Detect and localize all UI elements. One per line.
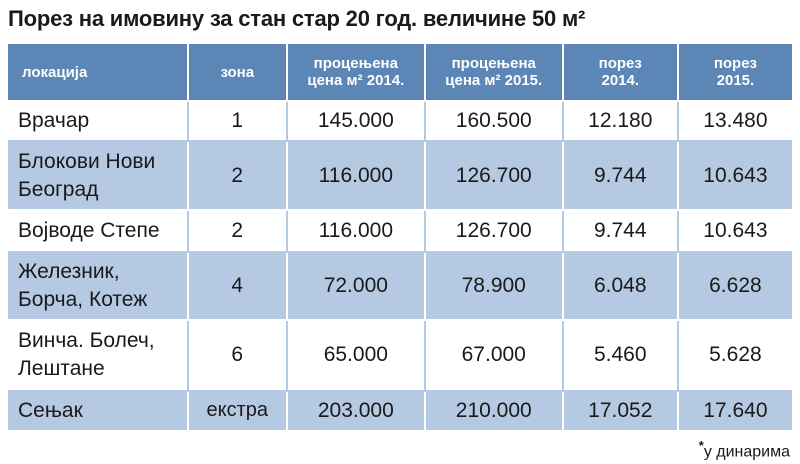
cell-zona: 1 — [188, 102, 288, 143]
cell-text-line2: Београд — [18, 177, 99, 201]
cell-text-line2: Борча, Котеж — [18, 288, 148, 312]
cell-cena-2015: 78.900 — [425, 253, 564, 322]
cell-cena-2014: 116.000 — [287, 142, 426, 211]
cell-lokacija: Врачар — [8, 102, 189, 143]
cell-cena-2015: 67.000 — [425, 321, 564, 392]
header-label-line2: цена м² 2015. — [445, 72, 543, 89]
header-label: процењена — [313, 55, 398, 72]
table-header: локација зона процењена цена м² 2014. пр… — [8, 44, 792, 102]
cell-cena-2015: 126.700 — [425, 210, 564, 254]
cell-cena-2014: 72.000 — [287, 253, 426, 322]
footnote-star: * — [698, 438, 704, 453]
header-label: порез — [713, 55, 757, 72]
header-label: локација — [22, 63, 88, 81]
cell-porez-2015: 13.480 — [678, 102, 792, 143]
cell-lokacija: Војводе Степе — [8, 210, 189, 254]
cell-lokacija: Сењак — [8, 391, 189, 432]
header-label-line2: 2014. — [601, 72, 640, 89]
tax-table: локација зона процењена цена м² 2014. пр… — [8, 44, 792, 432]
footnote-text: у динарима — [703, 443, 790, 461]
cell-cena-2014: 203.000 — [287, 391, 426, 432]
header-label: порез — [598, 55, 642, 72]
cell-lokacija: Блокови Нови Београд — [8, 142, 189, 211]
cell-porez-2014: 12.180 — [563, 102, 679, 143]
column-header-cena-2015: процењена цена м² 2015. — [425, 44, 564, 102]
column-header-porez-2015: порез 2015. — [678, 44, 792, 102]
table-row: Блокови Нови Београд 2 116.000 126.700 9.… — [8, 142, 792, 211]
table-row: Војводе Степе 2 116.000 126.700 9.744 10… — [8, 210, 792, 254]
header-label-line2: цена м² 2014. — [307, 72, 405, 89]
header-label: процењена — [451, 55, 536, 72]
cell-porez-2014: 17.052 — [563, 391, 679, 432]
header-label-line2: 2015. — [716, 72, 755, 89]
cell-porez-2014: 9.744 — [563, 210, 679, 254]
cell-porez-2015: 5.628 — [678, 321, 792, 392]
cell-porez-2015: 6.628 — [678, 253, 792, 322]
cell-text: Врачар — [18, 109, 90, 133]
table-body: Врачар 1 145.000 160.500 12.180 13.480 Б… — [8, 102, 792, 432]
cell-text: Железник, — [18, 260, 120, 284]
cell-porez-2014: 9.744 — [563, 142, 679, 211]
table-row: Сењак екстра 203.000 210.000 17.052 17.6… — [8, 391, 792, 432]
header-label: зона — [220, 63, 255, 81]
cell-text: Винча. Болеч, — [18, 329, 155, 353]
cell-cena-2014: 65.000 — [287, 321, 426, 392]
cell-text: Војводе Степе — [18, 218, 160, 242]
currency-note: *у динарима — [699, 438, 790, 461]
cell-porez-2014: 5.460 — [563, 321, 679, 392]
cell-porez-2014: 6.048 — [563, 253, 679, 322]
cell-text: Блокови Нови — [18, 149, 156, 173]
cell-zona: 4 — [188, 253, 288, 322]
header-row: локација зона процењена цена м² 2014. пр… — [8, 44, 792, 102]
cell-cena-2015: 126.700 — [425, 142, 564, 211]
column-header-porez-2014: порез 2014. — [563, 44, 679, 102]
cell-cena-2014: 145.000 — [287, 102, 426, 143]
cell-porez-2015: 17.640 — [678, 391, 792, 432]
cell-text-line2: Лештане — [18, 357, 105, 381]
column-header-lokacija: локација — [8, 44, 189, 102]
cell-text: Сењак — [18, 398, 83, 422]
cell-zona: екстра — [188, 391, 288, 432]
cell-cena-2014: 116.000 — [287, 210, 426, 254]
column-header-zona: зона — [188, 44, 288, 102]
cell-cena-2015: 210.000 — [425, 391, 564, 432]
cell-cena-2015: 160.500 — [425, 102, 564, 143]
cell-lokacija: Железник, Борча, Котеж — [8, 253, 189, 322]
table-row: Врачар 1 145.000 160.500 12.180 13.480 — [8, 102, 792, 143]
table-row: Винча. Болеч, Лештане 6 65.000 67.000 5.4… — [8, 321, 792, 392]
column-header-cena-2014: процењена цена м² 2014. — [287, 44, 426, 102]
cell-porez-2015: 10.643 — [678, 142, 792, 211]
cell-zona: 2 — [188, 210, 288, 254]
cell-zona: 6 — [188, 321, 288, 392]
table-row: Железник, Борча, Котеж 4 72.000 78.900 6.… — [8, 253, 792, 322]
page-title: Порез на имовину за стан стар 20 год. ве… — [8, 6, 586, 31]
cell-zona: 2 — [188, 142, 288, 211]
cell-lokacija: Винча. Болеч, Лештане — [8, 321, 189, 392]
cell-porez-2015: 10.643 — [678, 210, 792, 254]
